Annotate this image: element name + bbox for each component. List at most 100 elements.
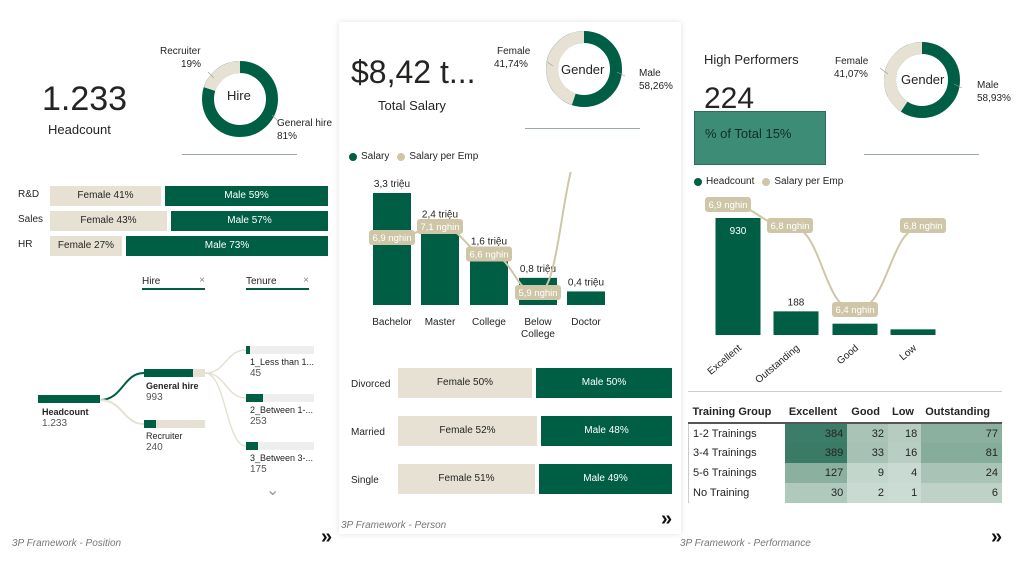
table-header-cell[interactable]: Excellent [785, 402, 847, 423]
person-female-pct: 41,74% [494, 59, 528, 70]
legend-salary-per-emp-dot-icon [397, 153, 405, 161]
marital-female-bar[interactable]: Female 52% [398, 416, 537, 446]
dept-label: Sales [18, 214, 43, 225]
training-group-cell: No Training [689, 483, 785, 503]
legend-headcount-label: Headcount [706, 176, 754, 187]
education-salary-bar[interactable] [421, 224, 459, 305]
tree-recruiter-bar [144, 420, 156, 428]
perf-salary-per-emp-label: 6,4 nghin [835, 305, 874, 316]
performance-headcount-chart[interactable]: 930 Excellent 188 Outstanding Good Low 6,9 ngh… [686, 193, 1016, 383]
marital-label: Divorced [351, 379, 390, 390]
dept-female-bar[interactable]: Female 43% [50, 211, 167, 231]
table-header-cell[interactable]: Good [847, 402, 888, 423]
marital-female-bar[interactable]: Female 50% [398, 368, 532, 398]
education-category-label: Bachelor [372, 317, 412, 328]
person-next-chevron-icon[interactable]: » [661, 508, 668, 531]
training-group-cell: 5-6 Trainings [689, 463, 785, 483]
training-group-cell: 3-4 Trainings [689, 443, 785, 463]
training-count-cell: 81 [921, 443, 1002, 463]
legend-perf-salary-dot-icon [762, 178, 770, 186]
table-row: 3-4 Trainings 389 33 16 81 [689, 443, 1003, 463]
education-category-label: Below [524, 317, 552, 328]
person-male-pct: 58,26% [639, 81, 673, 92]
marital-female-bar[interactable]: Female 51% [398, 464, 535, 494]
legend-perf-salary-label: Salary per Emp [774, 176, 843, 187]
marital-label: Married [351, 427, 385, 438]
table-header-cell[interactable]: Outstanding [921, 402, 1002, 423]
salary-per-emp-label: 5,9 nghin [518, 288, 557, 299]
training-group-table: Training Group Excellent Good Low Outstandin… [688, 402, 1002, 503]
dept-male-bar[interactable]: Male 57% [171, 211, 328, 231]
education-salary-value-label: 2,4 triệu [422, 210, 458, 221]
table-row: 1-2 Trainings 384 32 18 77 [689, 423, 1003, 443]
dept-female-bar[interactable]: Female 27% [50, 236, 122, 256]
person-donut-center: Gender [561, 62, 604, 77]
person-female-label: Female [497, 46, 530, 57]
headcount-label: Headcount [48, 122, 111, 137]
performance-next-chevron-icon[interactable]: » [991, 526, 998, 549]
general-hire-pct: 81% [277, 131, 297, 142]
perf-donut-center: Gender [901, 72, 944, 87]
legend-salary-label: Salary [361, 151, 389, 162]
training-count-cell: 127 [785, 463, 847, 483]
tree-tenure-3-value: 175 [250, 464, 267, 475]
position-footer: 3P Framework - Position [12, 538, 121, 549]
training-count-cell: 1 [888, 483, 921, 503]
education-category-label: Master [425, 317, 456, 328]
tenure-filter[interactable]: Tenure × [246, 276, 309, 290]
dept-male-bar[interactable]: Male 73% [126, 236, 328, 256]
table-header-row: Training Group Excellent Good Low Outstandin… [689, 402, 1003, 423]
salary-legend: Salary Salary per Emp [349, 151, 478, 162]
education-salary-bar[interactable] [373, 193, 411, 305]
hire-filter[interactable]: Hire × [142, 276, 205, 290]
training-count-cell: 32 [847, 423, 888, 443]
tree-tenure-2-bar [246, 394, 263, 402]
marital-male-bar[interactable]: Male 48% [541, 416, 672, 446]
pct-of-total-box: % of Total 15% [694, 111, 826, 165]
education-salary-chart[interactable]: 3,3 triệu Bachelor 2,4 triệu Master 1,6 triệ… [339, 172, 679, 347]
training-count-cell: 4 [888, 463, 921, 483]
education-salary-value-label: 0,4 triệu [568, 277, 604, 288]
marital-male-bar[interactable]: Male 49% [539, 464, 672, 494]
tree-general-hire-value: 993 [146, 392, 163, 403]
dept-male-bar[interactable]: Male 59% [165, 186, 328, 206]
tree-tenure-2-label: 2_Between 1-... [250, 405, 313, 415]
training-count-cell: 9 [847, 463, 888, 483]
hire-filter-close-icon[interactable]: × [199, 275, 205, 286]
tenure-filter-close-icon[interactable]: × [303, 275, 309, 286]
dept-bars: R&D Female 41% Male 59% Sales Female 43% Male… [18, 186, 330, 258]
tree-root-value: 1.233 [42, 418, 67, 429]
tree-more-chevron-down-icon[interactable]: ⌄ [266, 480, 279, 500]
performance-category-label: Low [898, 342, 920, 363]
performance-headcount-bar[interactable] [891, 329, 936, 335]
perf-legend: Headcount Salary per Emp [694, 176, 843, 187]
performance-headcount-bar[interactable] [774, 311, 819, 335]
tenure-filter-label: Tenure [246, 276, 277, 287]
legend-salary-per-emp-label: Salary per Emp [409, 151, 478, 162]
recruiter-pct: 19% [181, 59, 201, 70]
education-salary-value-label: 1,6 triệu [471, 237, 507, 248]
person-panel: $8,42 t... Total Salary Gender Female 41… [339, 22, 681, 534]
divider-line [864, 154, 979, 155]
education-category-label: College [472, 317, 506, 328]
hire-filter-label: Hire [142, 276, 160, 287]
dept-female-bar[interactable]: Female 41% [50, 186, 161, 206]
perf-salary-per-emp-label: 6,8 nghin [903, 221, 942, 232]
performance-headcount-bar[interactable] [833, 324, 878, 335]
tree-root-label: Headcount [42, 407, 89, 417]
tree-tenure-1-bar-bg[interactable] [246, 346, 314, 354]
performance-headcount-value-label: 188 [788, 297, 805, 308]
education-salary-value-label: 3,3 triệu [374, 179, 410, 190]
training-count-cell: 2 [847, 483, 888, 503]
tree-root-bar[interactable] [38, 395, 100, 403]
marital-male-bar[interactable]: Male 50% [536, 368, 672, 398]
table-header-cell[interactable]: Low [888, 402, 921, 423]
legend-headcount-dot-icon [694, 178, 702, 186]
training-group-cell: 1-2 Trainings [689, 423, 785, 443]
training-count-cell: 18 [888, 423, 921, 443]
education-salary-bar[interactable] [567, 291, 605, 305]
position-next-chevron-icon[interactable]: » [321, 526, 328, 549]
performance-category-label: Excellent [706, 343, 744, 378]
performance-footer: 3P Framework - Performance [680, 538, 811, 549]
table-header-cell[interactable]: Training Group [689, 402, 785, 423]
